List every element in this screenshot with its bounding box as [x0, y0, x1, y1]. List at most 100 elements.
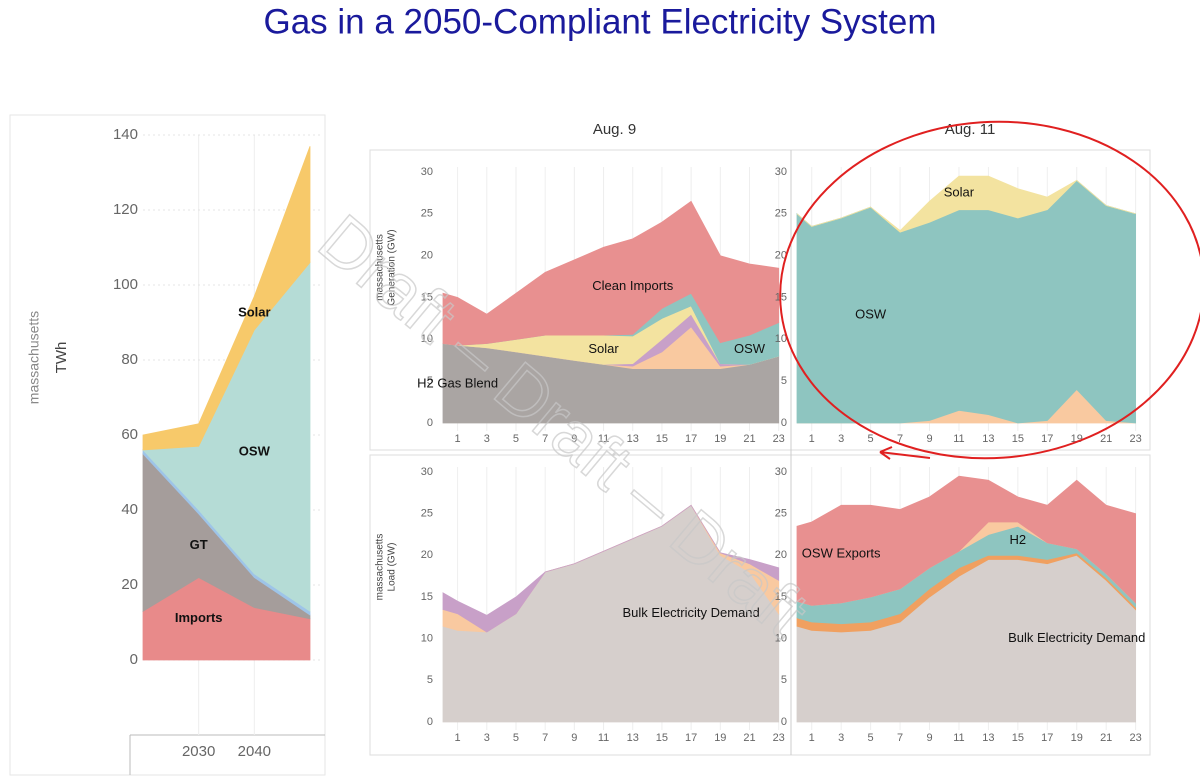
x-tick-label: 5 — [868, 433, 874, 445]
y-tick-label: 0 — [781, 417, 787, 429]
y-axis-label: massachusetts — [26, 311, 42, 404]
x-tick-label: 1 — [455, 433, 461, 445]
x-tick-label: 11 — [598, 433, 609, 445]
x-tick-label: 1 — [809, 433, 815, 445]
y-tick-label: 10 — [775, 633, 787, 645]
y-tick-label: 15 — [421, 591, 433, 603]
x-tick-label: 21 — [743, 732, 755, 744]
y-tick-label: 60 — [121, 426, 138, 443]
x-tick-label: 21 — [743, 433, 755, 445]
x-tick-label: 7 — [897, 433, 903, 445]
panel-title: Aug. 9 — [593, 121, 636, 138]
x-tick-label: 13 — [982, 732, 994, 744]
series-label: OSW — [855, 307, 887, 322]
plots: 2030 2040020406080100120140ImportsGTOSWSo… — [26, 121, 1146, 760]
series-label: GT — [190, 537, 208, 552]
series-label: H2 — [1010, 532, 1027, 547]
y-tick-label: 140 — [113, 126, 138, 143]
y-tick-label: 0 — [130, 651, 138, 668]
y-tick-label: 20 — [121, 576, 138, 593]
x-tick-label: 19 — [714, 732, 726, 744]
y-tick-label: 20 — [775, 250, 787, 262]
y-tick-label: 20 — [421, 250, 433, 262]
x-tick-label: 15 — [1012, 433, 1024, 445]
area-series — [796, 475, 1136, 606]
x-tick-label: 3 — [838, 433, 844, 445]
y-tick-label: 100 — [113, 276, 138, 293]
x-tick-label: 11 — [953, 732, 964, 744]
y-tick-label: 10 — [775, 333, 787, 345]
y-tick-label: 120 — [113, 201, 138, 218]
x-tick-label: 23 — [1130, 433, 1142, 445]
series-label: Solar — [588, 341, 619, 356]
y-axis-label: Load (GW) — [387, 543, 398, 592]
y-tick-label: 80 — [121, 351, 138, 368]
x-tick-label: 13 — [627, 433, 639, 445]
x-tick-label: 5 — [513, 433, 519, 445]
x-tick-label: 7 — [542, 433, 548, 445]
series-label: Bulk Electricity Demand — [1008, 630, 1145, 645]
series-label: OSW Exports — [802, 546, 881, 561]
x-tick-label: 21 — [1100, 732, 1112, 744]
x-tick-label: 15 — [656, 732, 668, 744]
x-tick-label: 17 — [1041, 732, 1053, 744]
x-tick-label: 23 — [1130, 732, 1142, 744]
x-tick-label: 5 — [868, 732, 874, 744]
series-label: Clean Imports — [592, 278, 673, 293]
x-tick-label: 3 — [838, 732, 844, 744]
x-tick-label: 7 — [542, 732, 548, 744]
y-tick-label: 30 — [775, 466, 787, 478]
highlight-circle — [779, 120, 1200, 460]
area-series — [442, 200, 780, 346]
x-tick-label: 3 — [484, 732, 490, 744]
series-label: Solar — [944, 184, 975, 199]
x-tick-label: 7 — [897, 732, 903, 744]
series-label: H2 Gas Blend — [417, 376, 498, 391]
y-tick-label: 25 — [775, 208, 787, 220]
series-label: Bulk Electricity Demand — [622, 605, 759, 620]
x-tick-label: 2030 — [182, 743, 215, 760]
x-tick-label: 11 — [598, 732, 609, 744]
x-tick-label: 13 — [982, 433, 994, 445]
x-tick-label: 2040 — [238, 743, 271, 760]
x-tick-label: 19 — [1071, 732, 1083, 744]
highlight-arrow — [879, 446, 931, 460]
x-tick-label: 17 — [685, 732, 697, 744]
y-tick-label: 30 — [775, 166, 787, 178]
y-axis-label: TWh — [53, 342, 70, 374]
y-axis-label: massachusetts — [375, 234, 386, 301]
area-series — [442, 504, 780, 633]
y-tick-label: 20 — [421, 549, 433, 561]
y-tick-label: 15 — [421, 291, 433, 303]
y-tick-label: 30 — [421, 466, 433, 478]
x-tick-label: 15 — [656, 433, 668, 445]
x-tick-label: 11 — [953, 433, 964, 445]
y-tick-label: 30 — [421, 166, 433, 178]
x-tick-label: 15 — [1012, 732, 1024, 744]
series-label: OSW — [239, 443, 271, 458]
x-tick-label: 9 — [926, 433, 932, 445]
x-tick-label: 9 — [926, 732, 932, 744]
x-tick-label: 9 — [571, 433, 577, 445]
area-series — [796, 175, 1136, 233]
x-tick-label: 3 — [484, 433, 490, 445]
slide-title: Gas in a 2050-Compliant Electricity Syst… — [263, 2, 936, 41]
y-axis-label: Generation (GW) — [387, 229, 398, 305]
y-tick-label: 10 — [421, 633, 433, 645]
y-tick-label: 0 — [427, 417, 433, 429]
series-label: Solar — [238, 305, 271, 320]
x-tick-label: 1 — [809, 732, 815, 744]
y-axis-label: massachusetts — [375, 534, 386, 601]
x-tick-label: 19 — [714, 433, 726, 445]
y-tick-label: 5 — [781, 674, 787, 686]
area-series — [796, 179, 1136, 424]
y-tick-label: 5 — [427, 375, 433, 387]
series-label: Imports — [175, 610, 223, 625]
x-tick-label: 5 — [513, 732, 519, 744]
x-tick-label: 23 — [773, 433, 785, 445]
y-tick-label: 0 — [427, 716, 433, 728]
y-tick-label: 25 — [775, 508, 787, 520]
y-tick-label: 10 — [421, 333, 433, 345]
y-tick-label: 25 — [421, 508, 433, 520]
